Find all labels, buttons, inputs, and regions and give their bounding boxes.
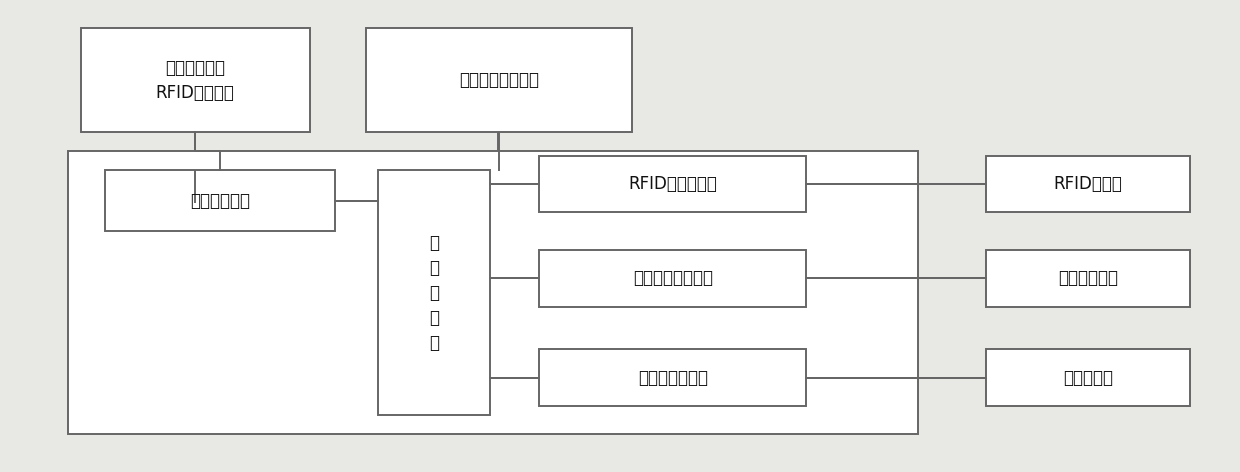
Bar	[986, 156, 1190, 212]
Bar	[539, 156, 806, 212]
Bar	[105, 170, 335, 231]
Bar	[366, 28, 632, 132]
Text: 条形码扫描仪: 条形码扫描仪	[1058, 270, 1118, 287]
Bar	[986, 349, 1190, 406]
Bar	[986, 250, 1190, 307]
Text: 条形码扫描仪接口: 条形码扫描仪接口	[632, 270, 713, 287]
Text: RFID读写器接口: RFID读写器接口	[629, 175, 717, 193]
Text: 标签打印机: 标签打印机	[1063, 369, 1114, 387]
Bar	[81, 28, 310, 132]
Text: RFID读写器: RFID读写器	[1054, 175, 1122, 193]
Bar	[539, 349, 806, 406]
Text: 数
据
处
理
器: 数 据 处 理 器	[429, 234, 439, 352]
Bar	[539, 250, 806, 307]
Bar	[378, 170, 490, 415]
Bar	[68, 151, 918, 434]
Text: 标签打印机接口: 标签打印机接口	[637, 369, 708, 387]
Text: 屠宰企业生产系统: 屠宰企业生产系统	[459, 71, 539, 89]
Text: 牲畜屠宰胴体
RFID标签系统: 牲畜屠宰胴体 RFID标签系统	[156, 59, 234, 102]
Text: 无线通信接口: 无线通信接口	[190, 192, 250, 210]
